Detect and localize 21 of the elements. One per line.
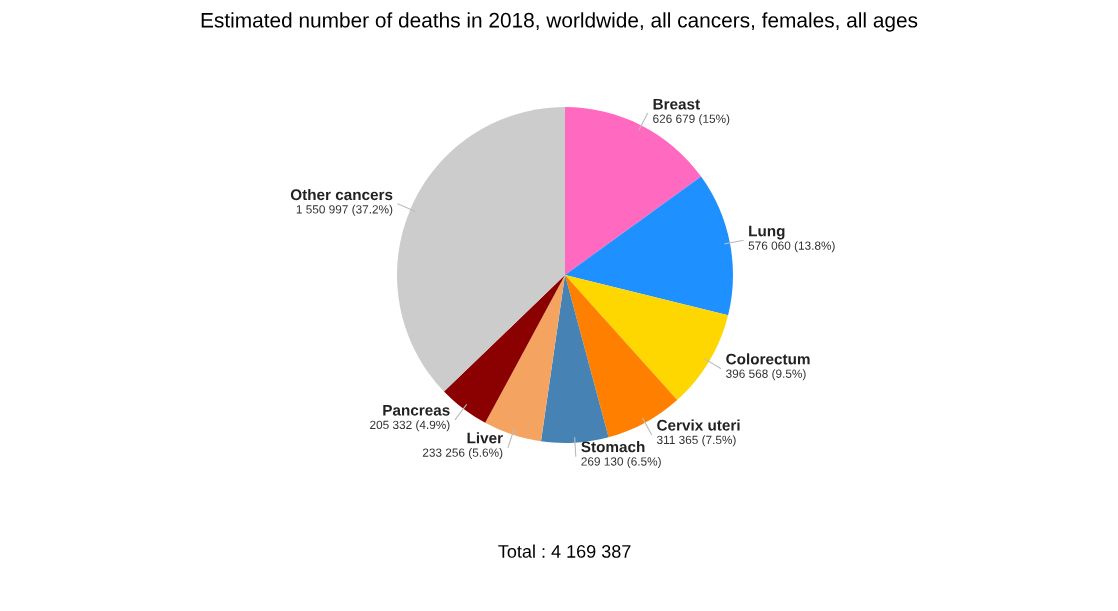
text: Total : 4 169 387 <box>498 544 631 558</box>
slice-label: Stomach <box>581 441 645 453</box>
pie-slice <box>541 275 609 443</box>
data-label: 1 550 997 (37.2%) <box>296 204 393 216</box>
data-label: 269 130 (6.5%) <box>581 456 661 468</box>
data-label: 205 332 (4.9%) <box>370 420 450 432</box>
data-label: 576 060 (13.8%) <box>748 241 835 253</box>
slice-label: Breast <box>653 98 700 110</box>
slice-label: Pancreas <box>383 404 450 416</box>
slice-label: Lung <box>749 225 785 240</box>
slice-label: Other cancers <box>290 188 393 201</box>
data-label: 233 256 (5.6%) <box>422 448 503 460</box>
data-label: 626 679 (15%) <box>653 114 730 126</box>
data-label: 396 568 (9.5%) <box>726 369 806 381</box>
chart-title: Estimated number of deaths in 2018, worldwide, all cancers, females, all ages <box>201 12 918 32</box>
pie-slice <box>397 107 565 392</box>
data-label: 311 365 (7.5%) <box>656 435 736 447</box>
slice-label: Cervix uteri <box>657 419 740 431</box>
pie-slice <box>565 176 733 316</box>
slice-label: Liver <box>467 432 503 444</box>
slice-label: Colorectum <box>726 353 810 365</box>
